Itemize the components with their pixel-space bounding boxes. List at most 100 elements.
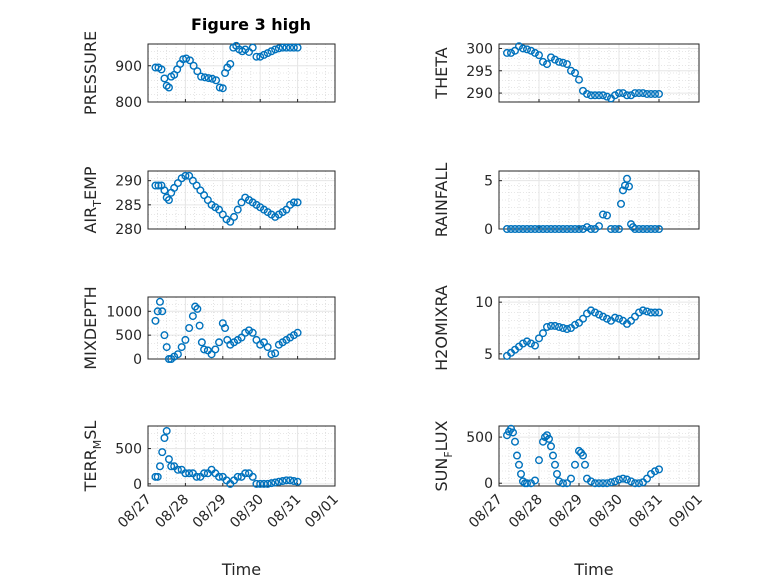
data-point — [541, 433, 550, 442]
data-point — [519, 224, 528, 233]
data-point — [651, 89, 660, 98]
data-point — [581, 460, 590, 469]
data-point — [619, 474, 628, 483]
data-point — [617, 199, 626, 208]
data-point — [527, 224, 536, 233]
data-point — [271, 349, 280, 358]
data-point — [515, 42, 524, 51]
data-point — [623, 174, 632, 183]
data-point — [591, 308, 600, 317]
data-point — [547, 442, 556, 451]
data-point — [519, 477, 528, 486]
data-point — [293, 198, 302, 207]
data-point — [181, 335, 190, 344]
data-point — [523, 479, 532, 488]
data-point — [599, 210, 608, 219]
data-point — [551, 55, 560, 64]
y-tick-label: 300 — [466, 41, 493, 57]
data-point — [274, 477, 283, 486]
subplot-3: 280 285 290 AIRTEMP — [81, 166, 336, 238]
data-point — [511, 224, 520, 233]
ylabel-3: AIRTEMP — [81, 166, 104, 233]
data-point — [237, 333, 246, 342]
data-point — [263, 479, 272, 488]
data-point — [233, 472, 242, 481]
data-point — [531, 476, 540, 485]
data-point — [579, 451, 588, 460]
data-point — [511, 437, 520, 446]
data-point — [215, 338, 224, 347]
y-tick-label: 1000 — [106, 304, 142, 320]
data-point — [595, 91, 604, 100]
axes-frame — [147, 296, 336, 360]
y-tick-label: 0 — [133, 352, 142, 368]
data-point — [189, 61, 198, 70]
data-point — [263, 49, 272, 58]
data-point — [503, 48, 512, 57]
data-point — [197, 72, 206, 81]
data-point — [282, 205, 291, 214]
data-point — [282, 43, 291, 52]
data-point — [545, 434, 554, 443]
data-point — [523, 224, 532, 233]
data-point — [635, 89, 644, 98]
data-point — [164, 195, 173, 204]
data-point — [230, 212, 239, 221]
data-point — [177, 343, 186, 352]
subplot-1: 800 900 PRESSURE — [81, 31, 336, 115]
data-point — [167, 462, 176, 471]
data-point — [611, 477, 620, 486]
y-tick-label: 280 — [115, 222, 142, 238]
data-point — [160, 434, 169, 443]
x-tick-label: 09/01 — [666, 492, 706, 532]
data-point — [523, 337, 532, 346]
data-point — [571, 68, 580, 77]
data-point — [267, 479, 276, 488]
data-point — [611, 224, 620, 233]
y-tick-label: 5 — [484, 174, 493, 190]
data-point — [595, 479, 604, 488]
data-point — [599, 479, 608, 488]
data-point — [611, 313, 620, 322]
data-point — [591, 91, 600, 100]
data-point — [543, 224, 552, 233]
data-point — [551, 321, 560, 330]
data-point — [587, 477, 596, 486]
data-point — [212, 76, 221, 85]
y-tick-label: 0 — [484, 476, 493, 492]
subplot-grid: 800 900 PRESSURE 290 295 300 THETA 280 285 290 AIR… — [81, 31, 706, 579]
data-point — [531, 224, 540, 233]
data-point — [286, 43, 295, 52]
data-point — [603, 211, 612, 220]
data-point — [160, 74, 169, 83]
data-point — [579, 224, 588, 233]
data-point — [208, 74, 217, 83]
data-point — [547, 53, 556, 62]
data-point — [511, 46, 520, 55]
data-point — [627, 91, 636, 100]
data-point — [651, 224, 660, 233]
data-point — [181, 171, 190, 180]
data-point — [535, 456, 544, 465]
data-point — [211, 345, 220, 354]
data-point — [539, 329, 548, 338]
data-point — [215, 472, 224, 481]
data-point — [531, 341, 540, 350]
data-point — [162, 343, 171, 352]
data-point — [155, 462, 164, 471]
data-point — [627, 316, 636, 325]
data-point — [619, 186, 628, 195]
data-point — [603, 479, 612, 488]
data-point — [192, 181, 201, 190]
data-point — [575, 224, 584, 233]
data-point — [200, 469, 209, 478]
axes-frame — [498, 43, 700, 103]
ylabel-6: H2OMIXRA — [432, 285, 451, 371]
data-point — [535, 334, 544, 343]
data-point — [195, 321, 204, 330]
data-point — [271, 478, 280, 487]
data-point — [607, 224, 616, 233]
data-point — [599, 91, 608, 100]
data-point — [157, 65, 166, 74]
data-point — [173, 465, 182, 474]
